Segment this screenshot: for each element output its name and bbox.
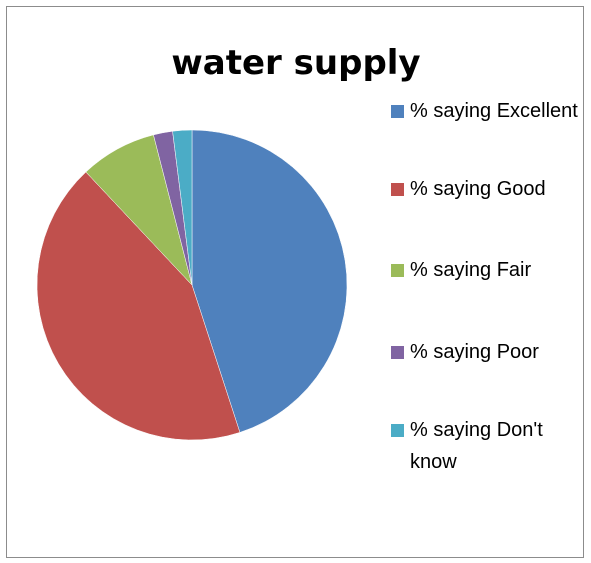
pie-slice-1 (36, 171, 241, 441)
legend-swatch (391, 183, 404, 196)
chart-area: water supply % saying Excellent % saying… (6, 6, 584, 558)
pie-slice-0 (191, 129, 348, 433)
legend-item-excellent: % saying Excellent (391, 95, 581, 127)
legend-item-fair: % saying Fair (391, 254, 581, 286)
legend-swatch (391, 264, 404, 277)
legend-swatch (391, 346, 404, 359)
pie-slice-4 (172, 129, 193, 286)
legend-label: % saying Excellent (410, 100, 578, 122)
legend-item-dont-know: % saying Don't know (391, 414, 581, 478)
legend-item-poor: % saying Poor (391, 336, 581, 368)
pie-chart (36, 129, 348, 441)
chart-title: water supply (171, 43, 421, 83)
legend-label: % saying Good (410, 178, 546, 200)
legend-label: % saying Fair (410, 259, 532, 281)
legend-label: % saying Poor (410, 341, 539, 363)
legend-item-good: % saying Good (391, 173, 581, 205)
legend-label: % saying Don't know (410, 419, 543, 473)
legend-swatch (391, 424, 404, 437)
legend-swatch (391, 105, 404, 118)
